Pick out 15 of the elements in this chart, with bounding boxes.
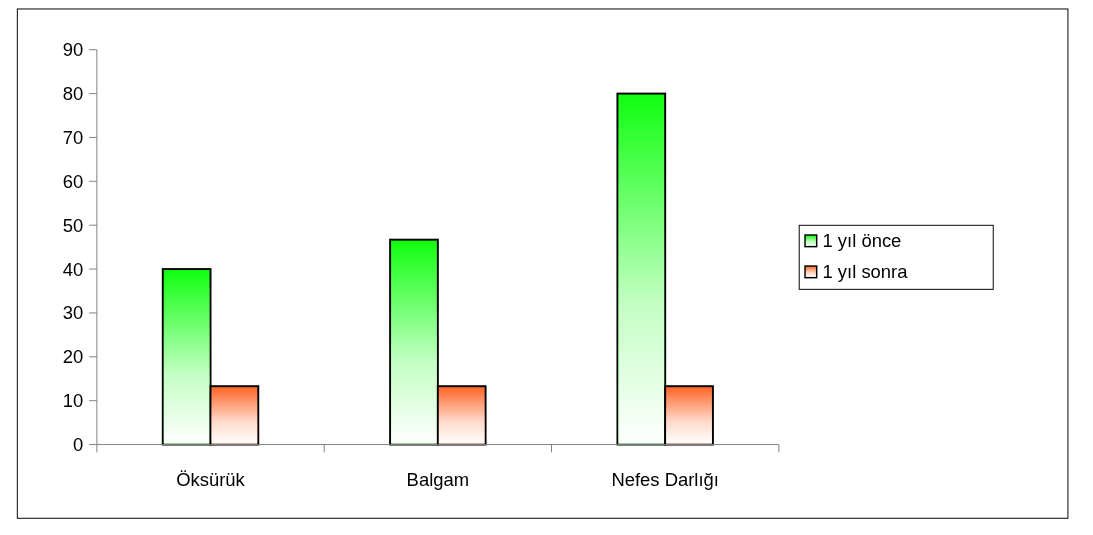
y-tick-label: 10 [62, 390, 84, 412]
y-tick-label: 90 [62, 39, 84, 61]
legend-label: 1 yıl önce [822, 230, 902, 252]
x-tick-label: Balgam [406, 469, 470, 491]
y-tick-label: 20 [62, 346, 84, 368]
y-tick-label: 70 [62, 126, 84, 148]
y-tick-label: 60 [62, 170, 84, 192]
y-tick-label: 30 [62, 302, 84, 324]
legend-label: 1 yıl sonra [822, 261, 909, 283]
y-tick-label: 80 [62, 83, 84, 105]
y-tick-label: 40 [62, 258, 84, 280]
y-tick-label: 0 [73, 433, 84, 455]
y-tick-label: 50 [62, 214, 84, 236]
x-tick-label: Nefes Darlığı [611, 469, 719, 491]
x-tick-label: Öksürük [176, 469, 246, 491]
